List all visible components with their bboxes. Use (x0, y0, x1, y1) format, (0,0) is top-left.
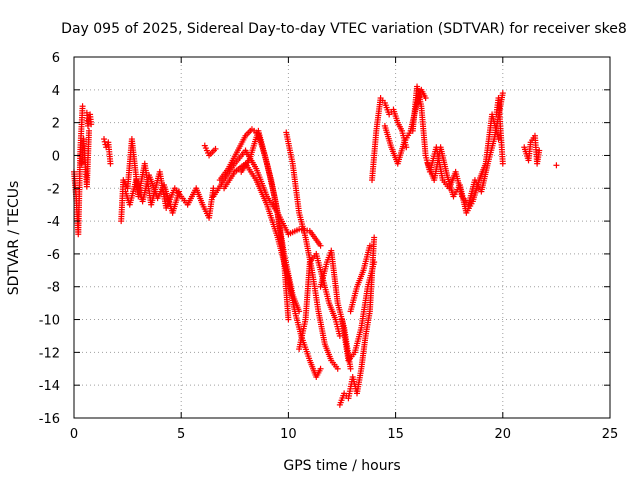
y-tick-label: -4 (47, 215, 60, 230)
data-point (403, 144, 410, 151)
data-point (499, 160, 506, 167)
y-tick-label: -10 (39, 314, 60, 329)
x-axis-label: GPS time / hours (283, 458, 400, 474)
data-point (536, 147, 543, 154)
x-tick-label: 0 (70, 427, 78, 442)
data-point (176, 188, 183, 195)
y-tick-label: -12 (39, 346, 60, 361)
data-point (371, 234, 378, 241)
data-point (107, 160, 114, 167)
data-point (347, 365, 354, 372)
y-tick-label: -6 (47, 248, 60, 263)
data-point (317, 365, 324, 372)
plot-frame (73, 56, 611, 419)
data-point (317, 242, 324, 249)
x-tick-label: 5 (177, 427, 185, 442)
data-point (212, 145, 219, 152)
data-point (296, 308, 303, 315)
axis-ticks: 0 5 10 15 20 25 -16 -14 -12 -10 -8 -6 -4 -2 0 2 4 6 (39, 51, 619, 442)
y-axis-label: SDTVAR / TECUs (6, 181, 22, 296)
data-point (285, 316, 292, 323)
y-tick-label: -2 (47, 182, 60, 197)
y-tick-label: 4 (52, 84, 60, 99)
x-tick-label: 15 (387, 427, 404, 442)
y-tick-label: -14 (39, 379, 60, 394)
data-point (422, 95, 429, 102)
data-point (499, 90, 506, 97)
data-point (79, 103, 86, 110)
data-point (366, 242, 373, 249)
data-point (553, 162, 560, 169)
y-tick-label: -8 (47, 281, 60, 296)
x-tick-label: 20 (495, 427, 512, 442)
data-point (371, 259, 378, 266)
data-points (71, 83, 560, 408)
data-point (334, 365, 341, 372)
y-tick-label: -16 (39, 412, 60, 427)
y-tick-label: 6 (52, 51, 60, 66)
data-point (210, 185, 217, 192)
grid (74, 57, 610, 418)
x-tick-label: 10 (280, 427, 297, 442)
y-tick-label: 0 (52, 149, 60, 164)
x-tick-label: 25 (602, 427, 619, 442)
y-tick-label: 2 (52, 117, 60, 132)
data-point (86, 127, 93, 134)
data-point (101, 136, 108, 143)
data-point (88, 121, 95, 128)
data-point (495, 136, 502, 143)
chart-title: Day 095 of 2025, Sidereal Day-to-day VTE… (61, 21, 627, 37)
